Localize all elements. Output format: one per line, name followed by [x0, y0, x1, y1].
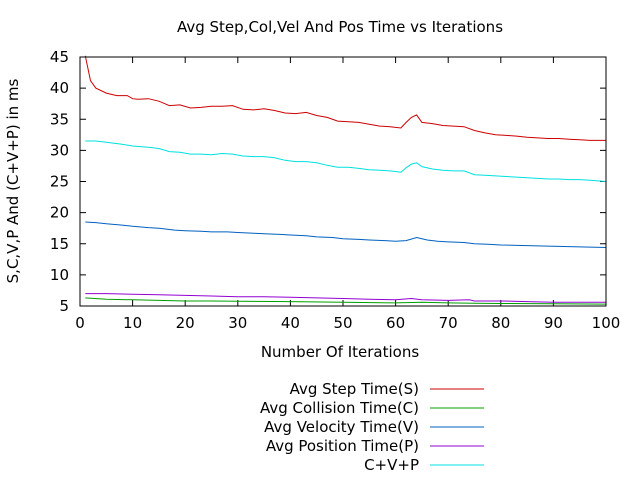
- x-tick-label: 30: [228, 314, 247, 332]
- y-axis-label: S,C,V,P And (C+V+P) in ms: [4, 78, 22, 283]
- x-tick-label: 70: [439, 314, 458, 332]
- x-tick-label: 100: [592, 314, 621, 332]
- series-line-avg-position-time-p: [85, 293, 606, 303]
- chart-title: Avg Step,Col,Vel And Pos Time vs Iterati…: [177, 18, 503, 36]
- x-tick-label: 40: [281, 314, 300, 332]
- x-axis-label: Number Of Iterations: [261, 343, 420, 361]
- legend-label: Avg Step Time(S): [290, 380, 419, 398]
- legend-label: Avg Collision Time(C): [260, 399, 419, 417]
- series-layer: [84, 55, 607, 305]
- x-tick-label: 50: [333, 314, 352, 332]
- plot-frame: [79, 56, 607, 307]
- legend-label: C+V+P: [364, 456, 419, 474]
- series-line-avg-collision-time-c: [85, 297, 607, 305]
- legend: Avg Step Time(S)Avg Collision Time(C)Avg…: [260, 380, 484, 474]
- x-tick-label: 10: [123, 314, 142, 332]
- x-tick-label: 60: [386, 314, 405, 332]
- x-tick-label: 0: [75, 314, 85, 332]
- legend-label: Avg Position Time(P): [266, 437, 419, 455]
- x-tick-label: 20: [176, 314, 195, 332]
- y-tick-label: 15: [50, 235, 69, 253]
- y-tick-label: 40: [50, 79, 69, 97]
- y-tick-label: 25: [50, 173, 69, 191]
- series-line-avg-velocity-time-v: [85, 221, 607, 248]
- y-tick-label: 20: [50, 204, 69, 222]
- x-tick-label: 80: [491, 314, 510, 332]
- x-tick-label: 90: [544, 314, 563, 332]
- series-line-avg-step-time-s: [84, 55, 606, 141]
- legend-label: Avg Velocity Time(V): [264, 418, 419, 436]
- y-tick-label: 10: [50, 266, 69, 284]
- y-tick-label: 5: [59, 297, 69, 315]
- series-line-c-v-p: [85, 140, 607, 182]
- y-tick-label: 35: [50, 110, 69, 128]
- y-tick-label: 45: [50, 48, 69, 66]
- y-tick-label: 30: [50, 141, 69, 159]
- axis-ticks: 0 10 20 30 40 50 60 70 80 90 100 5 10 15 20 25 30 35 40 45: [50, 48, 620, 332]
